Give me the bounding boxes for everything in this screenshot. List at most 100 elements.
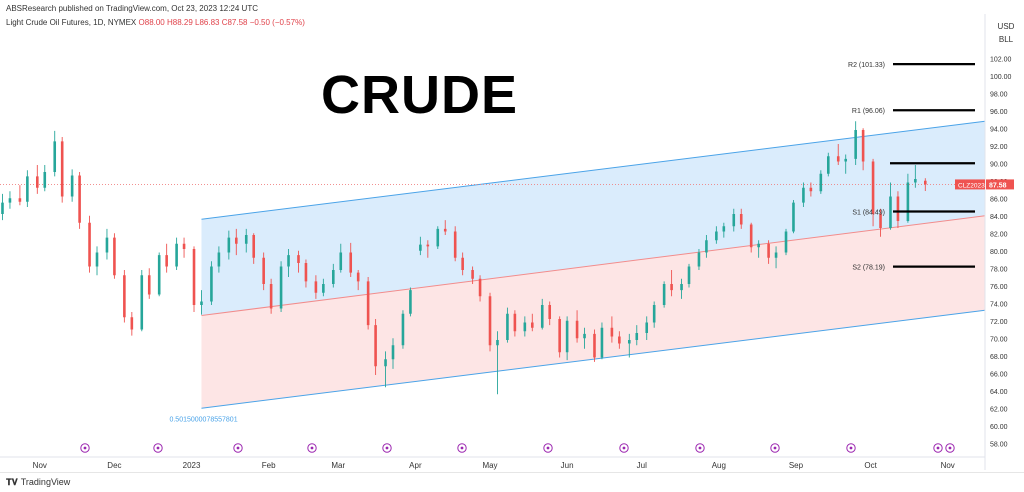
candle-body: [610, 327, 614, 337]
candle-body: [88, 222, 91, 267]
level-label: S1 (84.49): [852, 209, 885, 216]
candle: [339, 243, 343, 273]
candle: [618, 331, 621, 349]
candle-body: [244, 235, 248, 244]
candle: [635, 325, 639, 346]
candle-body: [628, 340, 631, 344]
candle: [680, 278, 683, 299]
symbol-badge-label: CLZ2023: [958, 182, 985, 189]
candles: [1, 121, 927, 395]
y-tick-label: 70.00: [990, 336, 1008, 343]
candle-body: [60, 141, 64, 197]
candle-body: [558, 319, 561, 353]
candle-body: [192, 249, 196, 305]
candle-body: [826, 156, 830, 174]
candle: [670, 270, 673, 297]
candle-body: [391, 345, 395, 360]
candle: [175, 237, 178, 270]
candle: [113, 233, 116, 279]
candle: [697, 249, 701, 270]
candle-body: [565, 320, 569, 353]
event-marker-icon: [233, 443, 243, 453]
y-tick-label: 102.00: [990, 56, 1012, 63]
candle: [523, 316, 527, 337]
candle: [924, 178, 927, 191]
candle-body: [889, 196, 892, 228]
fib-label: 0.5015000078557801: [169, 416, 237, 423]
candle-body: [496, 340, 499, 346]
candle: [600, 322, 604, 360]
candle-body: [757, 243, 760, 248]
candle-body: [540, 305, 544, 328]
candle-body: [374, 325, 377, 367]
candle-body: [635, 333, 639, 340]
candle: [419, 236, 422, 256]
candle-body: [705, 240, 708, 253]
candle: [252, 233, 256, 264]
candle-body: [774, 252, 778, 258]
y-tick-label: 58.00: [990, 441, 1008, 448]
candle-body: [227, 237, 231, 253]
candle: [262, 252, 265, 291]
candle-body: [530, 322, 534, 328]
candle: [426, 240, 430, 258]
candle: [513, 310, 517, 337]
candle-body: [453, 231, 457, 258]
level-label: R2 (101.33): [848, 62, 885, 69]
symbol-legend: Light Crude Oil Futures, 1D, NYMEX O88.0…: [6, 18, 305, 27]
candle: [332, 263, 335, 288]
currency-code: USD: [997, 22, 1015, 31]
candle: [705, 235, 708, 258]
candle-body: [210, 266, 213, 302]
candle-body: [26, 176, 29, 202]
tradingview-logo[interactable]: 𝐓𝐕 TradingView: [6, 477, 70, 488]
event-marker-dot: [948, 446, 952, 450]
overlay-title: CRUDE: [321, 65, 519, 125]
x-tick-label: Aug: [712, 461, 726, 470]
event-marker-dot: [622, 446, 626, 450]
candle-body: [322, 284, 325, 293]
candle-body: [384, 359, 387, 367]
candle: [182, 237, 186, 258]
candle-body: [436, 228, 440, 247]
y-tick-label: 90.00: [990, 161, 1008, 168]
candle-body: [478, 278, 482, 297]
candle: [739, 208, 743, 229]
candle-body: [593, 333, 596, 358]
candle-body: [819, 173, 823, 192]
candle-body: [140, 275, 144, 330]
brand-name: TradingView: [20, 477, 71, 487]
candle: [802, 182, 805, 207]
candle-body: [548, 305, 552, 319]
channel-mid-line: [201, 215, 986, 316]
candle: [287, 249, 290, 277]
candle: [322, 278, 325, 297]
candle-body: [419, 244, 422, 251]
candle: [409, 287, 412, 317]
candle-body: [269, 284, 273, 309]
candle-body: [732, 214, 736, 227]
candle-body: [443, 228, 447, 232]
y-tick-label: 60.00: [990, 424, 1008, 431]
candle-body: [879, 214, 882, 228]
candle-body: [53, 141, 57, 172]
candle: [244, 228, 248, 253]
x-tick-label: Sep: [789, 461, 804, 470]
currency-label[interactable]: USD BLL: [994, 20, 1018, 46]
event-marker-icon: [80, 443, 90, 453]
candle: [496, 331, 499, 395]
candle: [715, 226, 718, 244]
candle: [819, 170, 823, 194]
candle: [157, 252, 161, 297]
candle-body: [217, 252, 221, 267]
candle-body: [844, 158, 848, 162]
candle: [593, 329, 596, 362]
candle: [384, 351, 387, 388]
event-marker-dot: [236, 446, 240, 450]
event-marker-icon: [933, 443, 943, 453]
last-price-label: 87.58: [989, 182, 1007, 189]
event-marker-icon: [543, 443, 553, 453]
candle: [861, 128, 865, 171]
event-marker-dot: [849, 446, 853, 450]
